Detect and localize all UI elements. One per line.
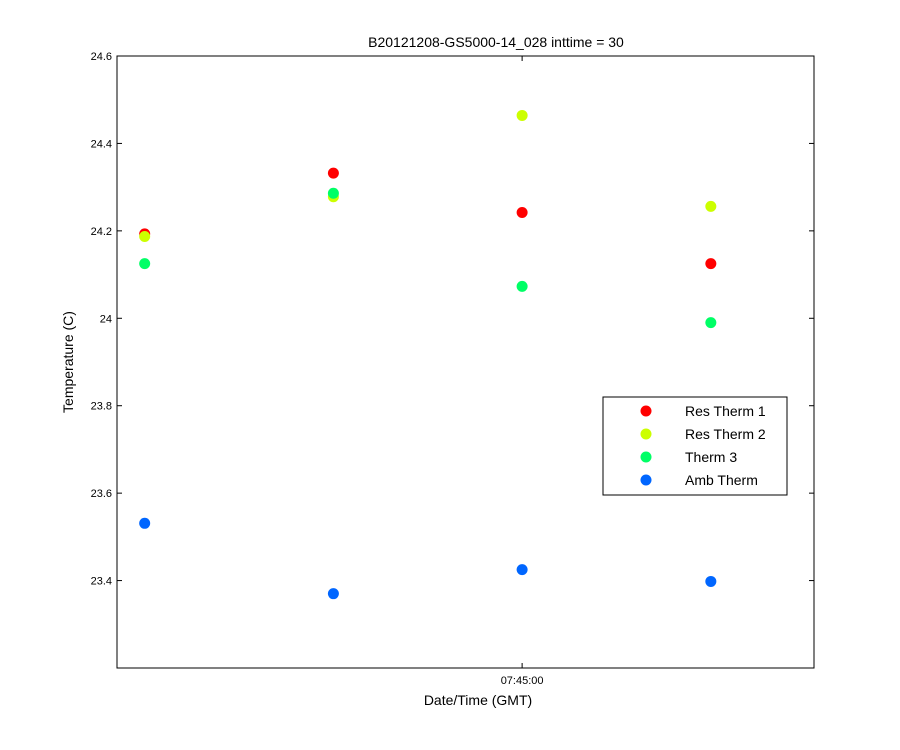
y-tick-label: 24 xyxy=(100,313,112,325)
point-therm-3 xyxy=(139,258,151,270)
y-tick-label: 24.6 xyxy=(91,51,112,63)
point-amb-therm xyxy=(516,564,528,576)
legend-label: Therm 3 xyxy=(685,449,737,465)
plot-area xyxy=(117,56,814,668)
x-tick-label: 07:45:00 xyxy=(501,675,544,687)
legend-marker xyxy=(640,451,652,463)
point-amb-therm xyxy=(327,588,339,600)
point-res-therm-2 xyxy=(139,231,151,243)
legend-label: Res Therm 2 xyxy=(685,426,766,442)
point-res-therm-2 xyxy=(705,200,717,212)
chart-title: B20121208-GS5000-14_028 inttime = 30 xyxy=(368,34,624,50)
legend-box xyxy=(602,396,788,496)
y-tick-label: 24.4 xyxy=(91,138,112,150)
legend-marker xyxy=(640,405,652,417)
point-res-therm-2 xyxy=(516,109,528,121)
y-tick-label: 23.4 xyxy=(91,576,112,588)
plot-background xyxy=(117,56,814,668)
legend: Res Therm 1 Res Therm 2 Therm 3 Amb Therm xyxy=(602,396,788,496)
legend-marker xyxy=(640,474,652,486)
x-axis-label: Date/Time (GMT) xyxy=(424,692,532,708)
point-res-therm-1 xyxy=(705,258,717,270)
y-tick-label: 23.6 xyxy=(91,488,112,500)
point-res-therm-1 xyxy=(516,206,528,218)
data-points xyxy=(139,109,717,600)
legend-label: Res Therm 1 xyxy=(685,403,766,419)
legend-label: Amb Therm xyxy=(685,472,758,488)
y-tick-label: 24.2 xyxy=(91,226,112,238)
x-axis: 07:45:00 xyxy=(501,56,544,687)
legend-marker xyxy=(640,428,652,440)
y-axis-label: Temperature (C) xyxy=(60,311,76,413)
y-axis: 23.4 23.6 23.8 24 24.2 24.4 24.6 xyxy=(91,51,814,588)
point-therm-3 xyxy=(516,280,528,292)
point-therm-3 xyxy=(705,317,717,329)
point-amb-therm xyxy=(705,575,717,587)
point-amb-therm xyxy=(139,517,151,529)
point-res-therm-1 xyxy=(327,167,339,179)
plot-frame xyxy=(116,55,815,669)
y-tick-label: 23.8 xyxy=(91,401,112,413)
point-therm-3 xyxy=(327,187,339,199)
